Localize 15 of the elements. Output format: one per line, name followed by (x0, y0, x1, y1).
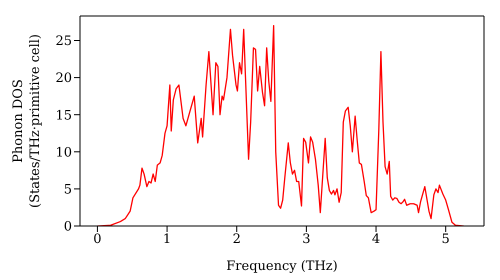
x-tick-label: 4 (372, 232, 380, 248)
x-tick-label: 1 (162, 232, 172, 248)
y-tick-label: 10 (55, 145, 72, 160)
y-tick-label: 20 (55, 71, 72, 86)
y-tick-label: 15 (55, 108, 72, 124)
x-tick-label: 5 (442, 232, 450, 248)
x-tick-label: 2 (232, 232, 241, 248)
y-tick-label: 0 (64, 220, 72, 235)
x-tick-label: 0 (93, 232, 102, 248)
x-axis-title: Frequency (THz) (226, 259, 338, 274)
y-tick-label: 5 (64, 182, 72, 198)
y-axis-title: Phonon DOS (States/THz·primitive cell) (11, 34, 43, 208)
line-series (96, 24, 464, 226)
x-tick-label: 3 (302, 232, 311, 248)
y-tick-label: 25 (55, 34, 72, 50)
